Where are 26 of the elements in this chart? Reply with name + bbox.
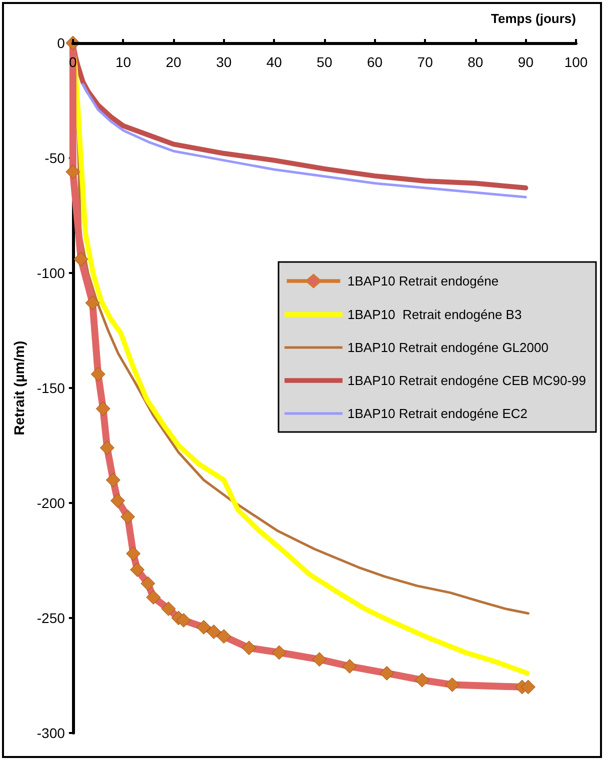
x-tick-label: 50 [316, 54, 332, 70]
x-tick-label: 90 [518, 54, 534, 70]
x-tick-label: 100 [564, 54, 588, 70]
x-tick-label: 30 [216, 54, 232, 70]
legend-label: 1BAP10 Retrait endogéne CEB MC90-99 [348, 373, 586, 388]
y-tick-label: -250 [36, 610, 66, 626]
y-tick-label: -50 [44, 150, 66, 166]
x-tick-label: 20 [166, 54, 182, 70]
x-tick-label: 40 [266, 54, 282, 70]
y-axis-title: Retrait (µm/m) [11, 340, 27, 436]
y-tick-label: -150 [36, 380, 66, 396]
y-tick-label: -100 [36, 265, 66, 281]
legend-label: 1BAP10 Retrait endogéne GL2000 [348, 340, 548, 355]
x-tick-label: 0 [69, 54, 78, 70]
x-tick-label: 80 [468, 54, 484, 70]
legend-label: 1BAP10 Retrait endogéne B3 [348, 307, 522, 322]
y-tick-label: -300 [36, 725, 66, 741]
x-tick-label: 60 [366, 54, 383, 70]
line-series [82, 83, 527, 198]
legend-label: 1BAP10 Retrait endogéne [348, 274, 499, 288]
x-tick-label: 10 [115, 54, 132, 70]
x-axis-title: Temps (jours) [491, 11, 576, 26]
x-tick-label: 70 [417, 54, 434, 70]
legend-label: 1BAP10 Retrait endogéne EC2 [348, 406, 528, 421]
y-tick-label: -200 [36, 495, 66, 511]
y-tick-label: 0 [57, 35, 66, 51]
